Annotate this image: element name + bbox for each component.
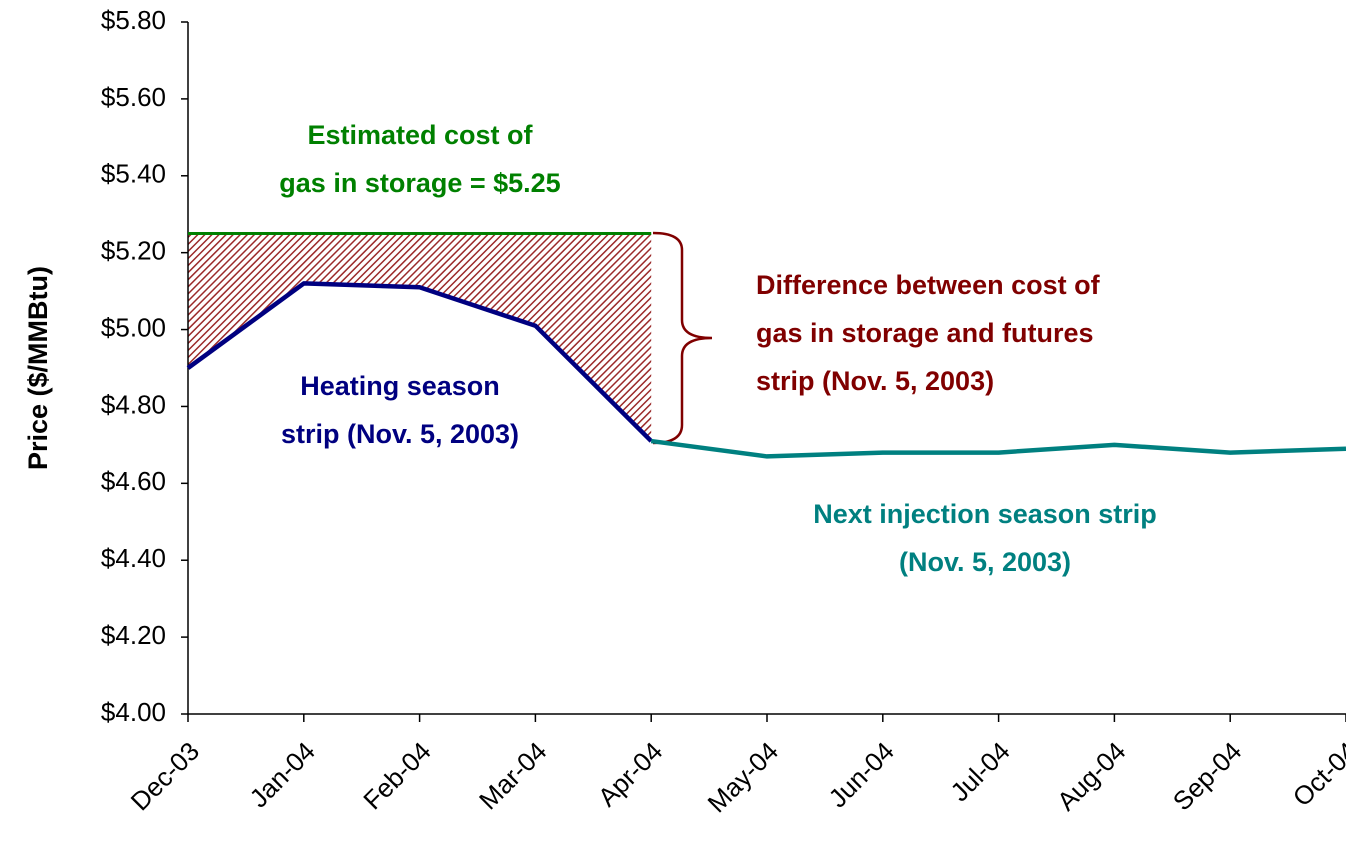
x-tick-label: Jan-04 [243, 736, 320, 813]
y-axis-label: Price ($/MMBtu) [23, 266, 53, 470]
y-tick-label: $5.80 [101, 5, 166, 35]
annotation: gas in storage and futures [756, 318, 1094, 348]
x-tick-label: Feb-04 [357, 736, 436, 815]
y-tick-label: $4.20 [101, 620, 166, 650]
annotation: Heating season [300, 371, 500, 401]
x-tick-label: Jun-04 [822, 736, 899, 813]
x-tick-label: Mar-04 [473, 736, 552, 815]
y-tick-label: $5.00 [101, 312, 166, 342]
annotation: strip (Nov. 5, 2003) [756, 366, 994, 396]
difference-area [188, 233, 652, 442]
x-tick-label: Sep-04 [1167, 736, 1247, 816]
brace [652, 231, 713, 445]
annotation: Difference between cost of [756, 270, 1101, 300]
annotation: (Nov. 5, 2003) [899, 547, 1071, 577]
y-tick-label: $4.60 [101, 466, 166, 496]
x-tick-label: Jul-04 [944, 736, 1015, 807]
x-tick-label: Oct-04 [1287, 736, 1346, 812]
y-tick-label: $4.80 [101, 389, 166, 419]
series-line [186, 281, 653, 443]
y-tick-label: $5.60 [101, 82, 166, 112]
y-tick-label: $5.40 [101, 159, 166, 189]
y-tick-label: $4.40 [101, 543, 166, 573]
x-tick-label: Apr-04 [592, 736, 668, 812]
annotation: gas in storage = $5.25 [279, 168, 560, 198]
y-tick-label: $5.20 [101, 236, 166, 266]
annotation: strip (Nov. 5, 2003) [281, 419, 519, 449]
annotation: Estimated cost of [307, 120, 533, 150]
y-tick-label: $4.00 [101, 697, 166, 727]
x-tick-label: Dec-03 [125, 736, 205, 816]
x-tick-label: May-04 [702, 736, 785, 819]
series-line [650, 438, 1346, 459]
x-tick-label: Aug-04 [1051, 736, 1131, 816]
annotation: Next injection season strip [813, 499, 1157, 529]
